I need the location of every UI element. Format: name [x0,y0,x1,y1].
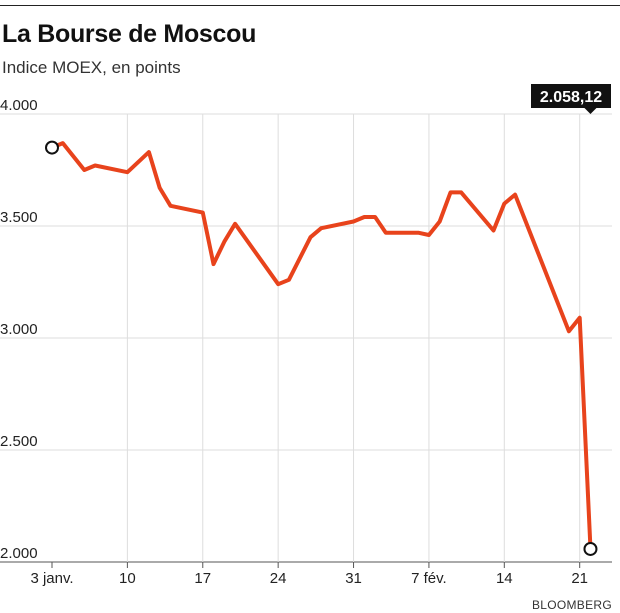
y-tick-label: 2.000 [0,545,38,562]
y-tick-label: 3.000 [0,321,38,338]
series-group [45,140,598,556]
y-axis: 4.000 3.500 3.000 2.500 2.000 [0,97,38,562]
chart-subtitle: Indice MOEX, en points [2,58,181,77]
gridlines [0,113,612,563]
endpoint-marker [45,140,59,155]
callout-label: 2.058,12 [540,89,602,106]
value-callout: 2.058,12 [531,84,611,114]
callout-pointer [584,108,597,114]
x-tick-label: 14 [496,570,513,587]
series-line [50,141,593,551]
callout-box [531,84,611,108]
x-tick-label: 7 fév. [411,570,447,587]
endpoint-marker [583,541,598,556]
y-tick-label: 3.500 [0,209,38,226]
x-tick-label: 24 [270,570,287,587]
source-credit: BLOOMBERG [531,598,612,612]
x-tick-label: 3 janv. [30,570,73,587]
x-tick-label: 10 [119,570,136,587]
top-rule [0,5,620,6]
y-tick-label: 2.500 [0,433,38,450]
x-tick-label: 21 [571,570,588,587]
y-tick-label: 4.000 [0,97,38,114]
x-tick-label: 31 [345,570,362,587]
chart-title: La Bourse de Moscou [2,20,257,48]
x-tick-label: 17 [194,570,211,587]
x-axis: 3 janv. 10 17 24 31 7 fév. 14 21 [30,562,588,587]
